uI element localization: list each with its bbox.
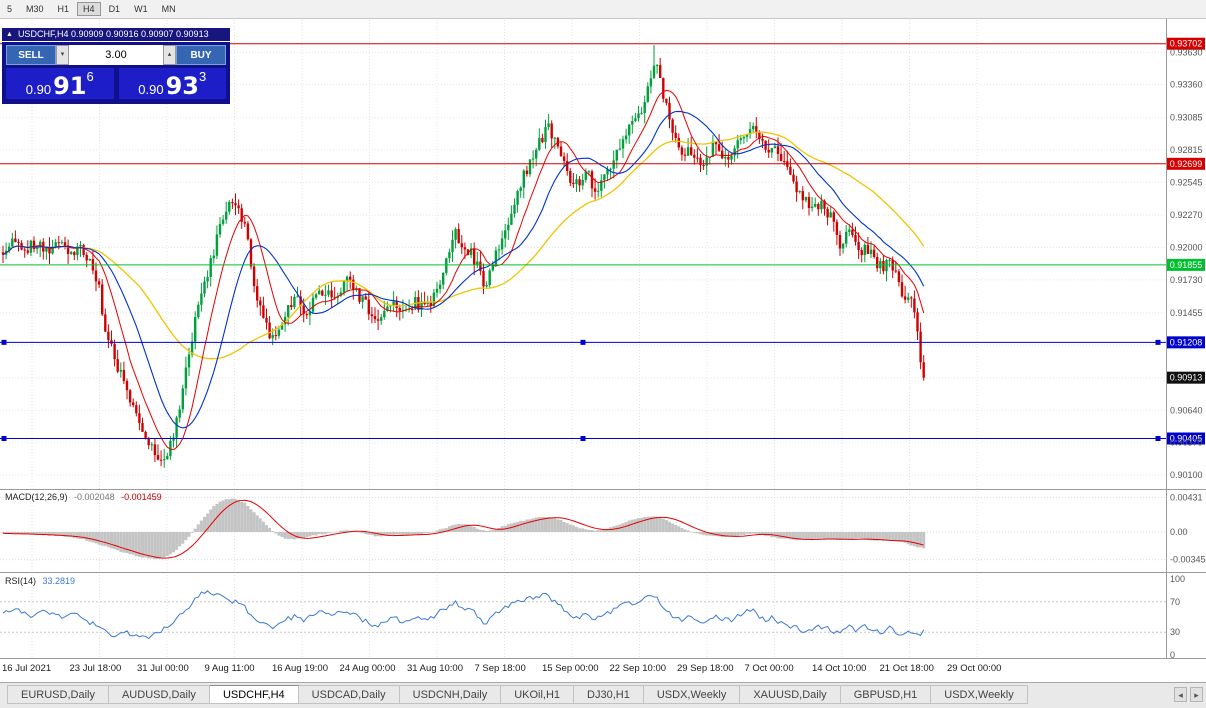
- timeframe-toolbar: 5 M30 H1 H4 D1 W1 MN: [0, 0, 1206, 19]
- chart-tab[interactable]: USDX,Weekly: [931, 685, 1028, 704]
- macd-main-value: -0.002048: [74, 492, 115, 502]
- svg-text:-0.00345: -0.00345: [1170, 555, 1206, 565]
- svg-text:0.92699: 0.92699: [1170, 159, 1203, 169]
- svg-text:0.90640: 0.90640: [1170, 405, 1203, 415]
- svg-text:0.93630: 0.93630: [1170, 47, 1203, 57]
- svg-text:31 Jul 00:00: 31 Jul 00:00: [137, 663, 189, 674]
- sell-button[interactable]: SELL: [6, 45, 56, 65]
- volume-decrease-button[interactable]: ▾: [56, 45, 69, 65]
- buy-price-big-digits: 93: [165, 72, 199, 100]
- timeframe-buttons: 5 M30 H1 H4 D1 W1 MN: [0, 2, 183, 16]
- sell-price-pip-digit: 6: [86, 69, 94, 84]
- tabs-scroll-left-icon[interactable]: ◂: [1174, 687, 1187, 702]
- macd-signal-value: -0.001459: [121, 492, 162, 502]
- svg-text:0.90405: 0.90405: [1170, 434, 1203, 444]
- tabs-scroll-right-icon[interactable]: ▸: [1190, 687, 1203, 702]
- collapse-panel-icon[interactable]: ▲: [6, 31, 13, 38]
- svg-text:14 Oct 10:00: 14 Oct 10:00: [812, 663, 866, 674]
- svg-text:0.90913: 0.90913: [1170, 373, 1203, 383]
- svg-text:29 Oct 00:00: 29 Oct 00:00: [947, 663, 1001, 674]
- timeframe-button[interactable]: D1: [108, 4, 121, 14]
- svg-text:0.92270: 0.92270: [1170, 210, 1203, 220]
- buy-price-pip-digit: 3: [198, 69, 207, 84]
- svg-text:0.92000: 0.92000: [1170, 243, 1203, 253]
- chart-tab[interactable]: USDCNH,Daily: [399, 685, 502, 704]
- chart-tab[interactable]: DJ30,H1: [574, 685, 644, 704]
- svg-text:0.91855: 0.91855: [1170, 260, 1203, 270]
- timeframe-button[interactable]: H1: [57, 4, 70, 14]
- svg-text:0.91208: 0.91208: [1170, 337, 1203, 347]
- tab-scroll-controls: ◂ ▸: [1174, 687, 1203, 702]
- sell-price-display[interactable]: 0.90 91 6: [6, 68, 114, 99]
- svg-text:0: 0: [1170, 650, 1175, 660]
- chart-tab[interactable]: GBPUSD,H1: [840, 685, 932, 704]
- volume-increase-button[interactable]: ▴: [163, 45, 176, 65]
- svg-text:0.92545: 0.92545: [1170, 177, 1203, 187]
- chart-tab[interactable]: USDCAD,Daily: [298, 685, 400, 704]
- sell-price-big-digits: 91: [53, 72, 87, 100]
- svg-text:0.90370: 0.90370: [1170, 438, 1203, 448]
- chart-tab[interactable]: USDX,Weekly: [643, 685, 741, 704]
- svg-text:0.93085: 0.93085: [1170, 113, 1203, 123]
- buy-price-display[interactable]: 0.90 93 3: [118, 68, 226, 100]
- svg-text:0.90100: 0.90100: [1170, 470, 1203, 480]
- svg-text:70: 70: [1170, 597, 1180, 607]
- svg-text:31 Aug 10:00: 31 Aug 10:00: [407, 663, 463, 674]
- rsi-name: RSI(14): [5, 576, 37, 586]
- buy-button[interactable]: BUY: [176, 45, 226, 65]
- timeframe-button[interactable]: 5: [7, 4, 13, 14]
- macd-indicator-label: MACD(12,26,9) -0.002048 -0.001459: [5, 492, 166, 502]
- rsi-indicator-label: RSI(14) 33.2819: [5, 576, 79, 586]
- chart-tab[interactable]: UKOil,H1: [501, 685, 575, 704]
- svg-text:9 Aug 11:00: 9 Aug 11:00: [205, 663, 255, 674]
- svg-text:22 Sep 10:00: 22 Sep 10:00: [610, 663, 667, 674]
- svg-text:0.93702: 0.93702: [1170, 39, 1203, 49]
- buy-price-prefix: 0.90: [138, 82, 164, 97]
- svg-text:16 Aug 19:00: 16 Aug 19:00: [272, 663, 328, 674]
- svg-text:0.91455: 0.91455: [1170, 308, 1203, 318]
- svg-text:29 Sep 18:00: 29 Sep 18:00: [677, 663, 734, 674]
- chart-title-text: USDCHF,H4 0.90909 0.90916 0.90907 0.9091…: [17, 29, 209, 39]
- chart-window-title: ▲ USDCHF,H4 0.90909 0.90916 0.90907 0.90…: [2, 28, 230, 41]
- svg-text:15 Sep 00:00: 15 Sep 00:00: [542, 663, 599, 674]
- timeframe-button[interactable]: W1: [134, 4, 148, 14]
- svg-text:0.92815: 0.92815: [1170, 145, 1203, 155]
- volume-input[interactable]: 3.00: [69, 45, 163, 65]
- timeframe-button[interactable]: M30: [26, 4, 44, 14]
- svg-text:7 Sep 18:00: 7 Sep 18:00: [475, 663, 526, 674]
- sell-price-prefix: 0.90: [25, 82, 52, 97]
- svg-text:0.00: 0.00: [1170, 527, 1188, 537]
- macd-name: MACD(12,26,9): [5, 492, 68, 502]
- chart-tabs: EURUSD,Daily AUDUSD,Daily USDCHF,H4 USDCAD,…: [7, 685, 1206, 704]
- chart-tab[interactable]: AUDUSD,Daily: [108, 685, 210, 704]
- chart-tab-bar: EURUSD,Daily AUDUSD,Daily USDCHF,H4 USDCAD,…: [0, 682, 1206, 708]
- svg-text:30: 30: [1170, 627, 1180, 637]
- svg-text:0.91730: 0.91730: [1170, 275, 1203, 285]
- svg-text:100: 100: [1170, 574, 1185, 584]
- svg-text:24 Aug 00:00: 24 Aug 00:00: [340, 663, 396, 674]
- svg-text:21 Oct 18:00: 21 Oct 18:00: [880, 663, 934, 674]
- chart-tab[interactable]: XAUUSD,Daily: [740, 685, 841, 704]
- chart-tab[interactable]: EURUSD,Daily: [7, 685, 109, 704]
- svg-text:23 Jul 18:00: 23 Jul 18:00: [70, 663, 122, 674]
- rsi-value: 33.2819: [42, 576, 76, 586]
- svg-text:16 Jul 2021: 16 Jul 2021: [2, 663, 51, 674]
- timeframe-button[interactable]: H4: [77, 2, 101, 16]
- one-click-trading-panel: SELL ▾ 3.00 ▴ BUY 0.90 91 6 0.90 93 3: [2, 42, 230, 104]
- chart-tab[interactable]: USDCHF,H4: [209, 685, 299, 704]
- svg-text:0.93360: 0.93360: [1170, 80, 1203, 90]
- svg-text:7 Oct 00:00: 7 Oct 00:00: [745, 663, 794, 674]
- svg-text:0.00431: 0.00431: [1170, 493, 1203, 503]
- oct-price-row: 0.90 91 6 0.90 93 3: [6, 68, 226, 99]
- timeframe-button[interactable]: MN: [161, 4, 176, 14]
- oct-order-row: SELL ▾ 3.00 ▴ BUY: [6, 45, 226, 65]
